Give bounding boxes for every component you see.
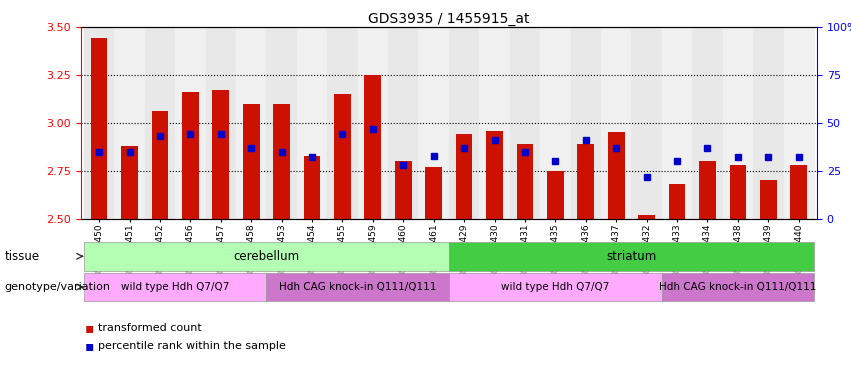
- Bar: [84, 27, 114, 219]
- Bar: [364, 75, 381, 219]
- Bar: [547, 171, 563, 219]
- Bar: [486, 131, 503, 219]
- Bar: [328, 27, 357, 219]
- Bar: [638, 215, 655, 219]
- Bar: [448, 273, 662, 301]
- Bar: [273, 104, 290, 219]
- Bar: [334, 94, 351, 219]
- Bar: [236, 27, 266, 219]
- Text: Hdh CAG knock-in Q111/Q111: Hdh CAG knock-in Q111/Q111: [279, 282, 437, 292]
- Bar: [145, 27, 175, 219]
- Bar: [151, 111, 168, 219]
- Bar: [692, 27, 722, 219]
- Bar: [91, 38, 107, 219]
- Bar: [608, 132, 625, 219]
- Text: tissue: tissue: [4, 250, 39, 263]
- Text: cerebellum: cerebellum: [233, 250, 300, 263]
- Bar: [297, 27, 328, 219]
- Bar: [266, 27, 297, 219]
- Bar: [175, 27, 206, 219]
- Bar: [699, 161, 716, 219]
- Bar: [266, 273, 448, 301]
- Text: ▪: ▪: [85, 339, 94, 353]
- Text: transformed count: transformed count: [98, 323, 202, 333]
- Bar: [578, 144, 594, 219]
- Bar: [448, 242, 814, 271]
- Bar: [182, 92, 199, 219]
- Bar: [206, 27, 236, 219]
- Text: ▪: ▪: [85, 321, 94, 335]
- Bar: [784, 27, 814, 219]
- Text: wild type Hdh Q7/Q7: wild type Hdh Q7/Q7: [121, 282, 229, 292]
- Bar: [114, 27, 145, 219]
- Bar: [243, 104, 260, 219]
- Bar: [722, 27, 753, 219]
- Bar: [121, 146, 138, 219]
- Bar: [753, 27, 784, 219]
- Bar: [540, 27, 570, 219]
- Text: genotype/variation: genotype/variation: [4, 282, 111, 292]
- Bar: [84, 273, 266, 301]
- Bar: [213, 90, 229, 219]
- Bar: [669, 184, 685, 219]
- Bar: [662, 273, 814, 301]
- Text: striatum: striatum: [606, 250, 656, 263]
- Bar: [631, 27, 662, 219]
- Bar: [791, 165, 807, 219]
- Bar: [510, 27, 540, 219]
- Text: wild type Hdh Q7/Q7: wild type Hdh Q7/Q7: [501, 282, 609, 292]
- Bar: [601, 27, 631, 219]
- Text: percentile rank within the sample: percentile rank within the sample: [98, 341, 286, 351]
- Bar: [662, 27, 692, 219]
- Bar: [456, 134, 472, 219]
- Bar: [419, 27, 448, 219]
- Bar: [760, 180, 777, 219]
- Bar: [448, 27, 479, 219]
- Bar: [304, 156, 320, 219]
- Text: Hdh CAG knock-in Q111/Q111: Hdh CAG knock-in Q111/Q111: [660, 282, 817, 292]
- Bar: [426, 167, 442, 219]
- Bar: [84, 242, 448, 271]
- Bar: [570, 27, 601, 219]
- Bar: [729, 165, 746, 219]
- Bar: [479, 27, 510, 219]
- Bar: [388, 27, 419, 219]
- Bar: [517, 144, 534, 219]
- Bar: [357, 27, 388, 219]
- Title: GDS3935 / 1455915_at: GDS3935 / 1455915_at: [368, 12, 529, 26]
- Bar: [395, 161, 412, 219]
